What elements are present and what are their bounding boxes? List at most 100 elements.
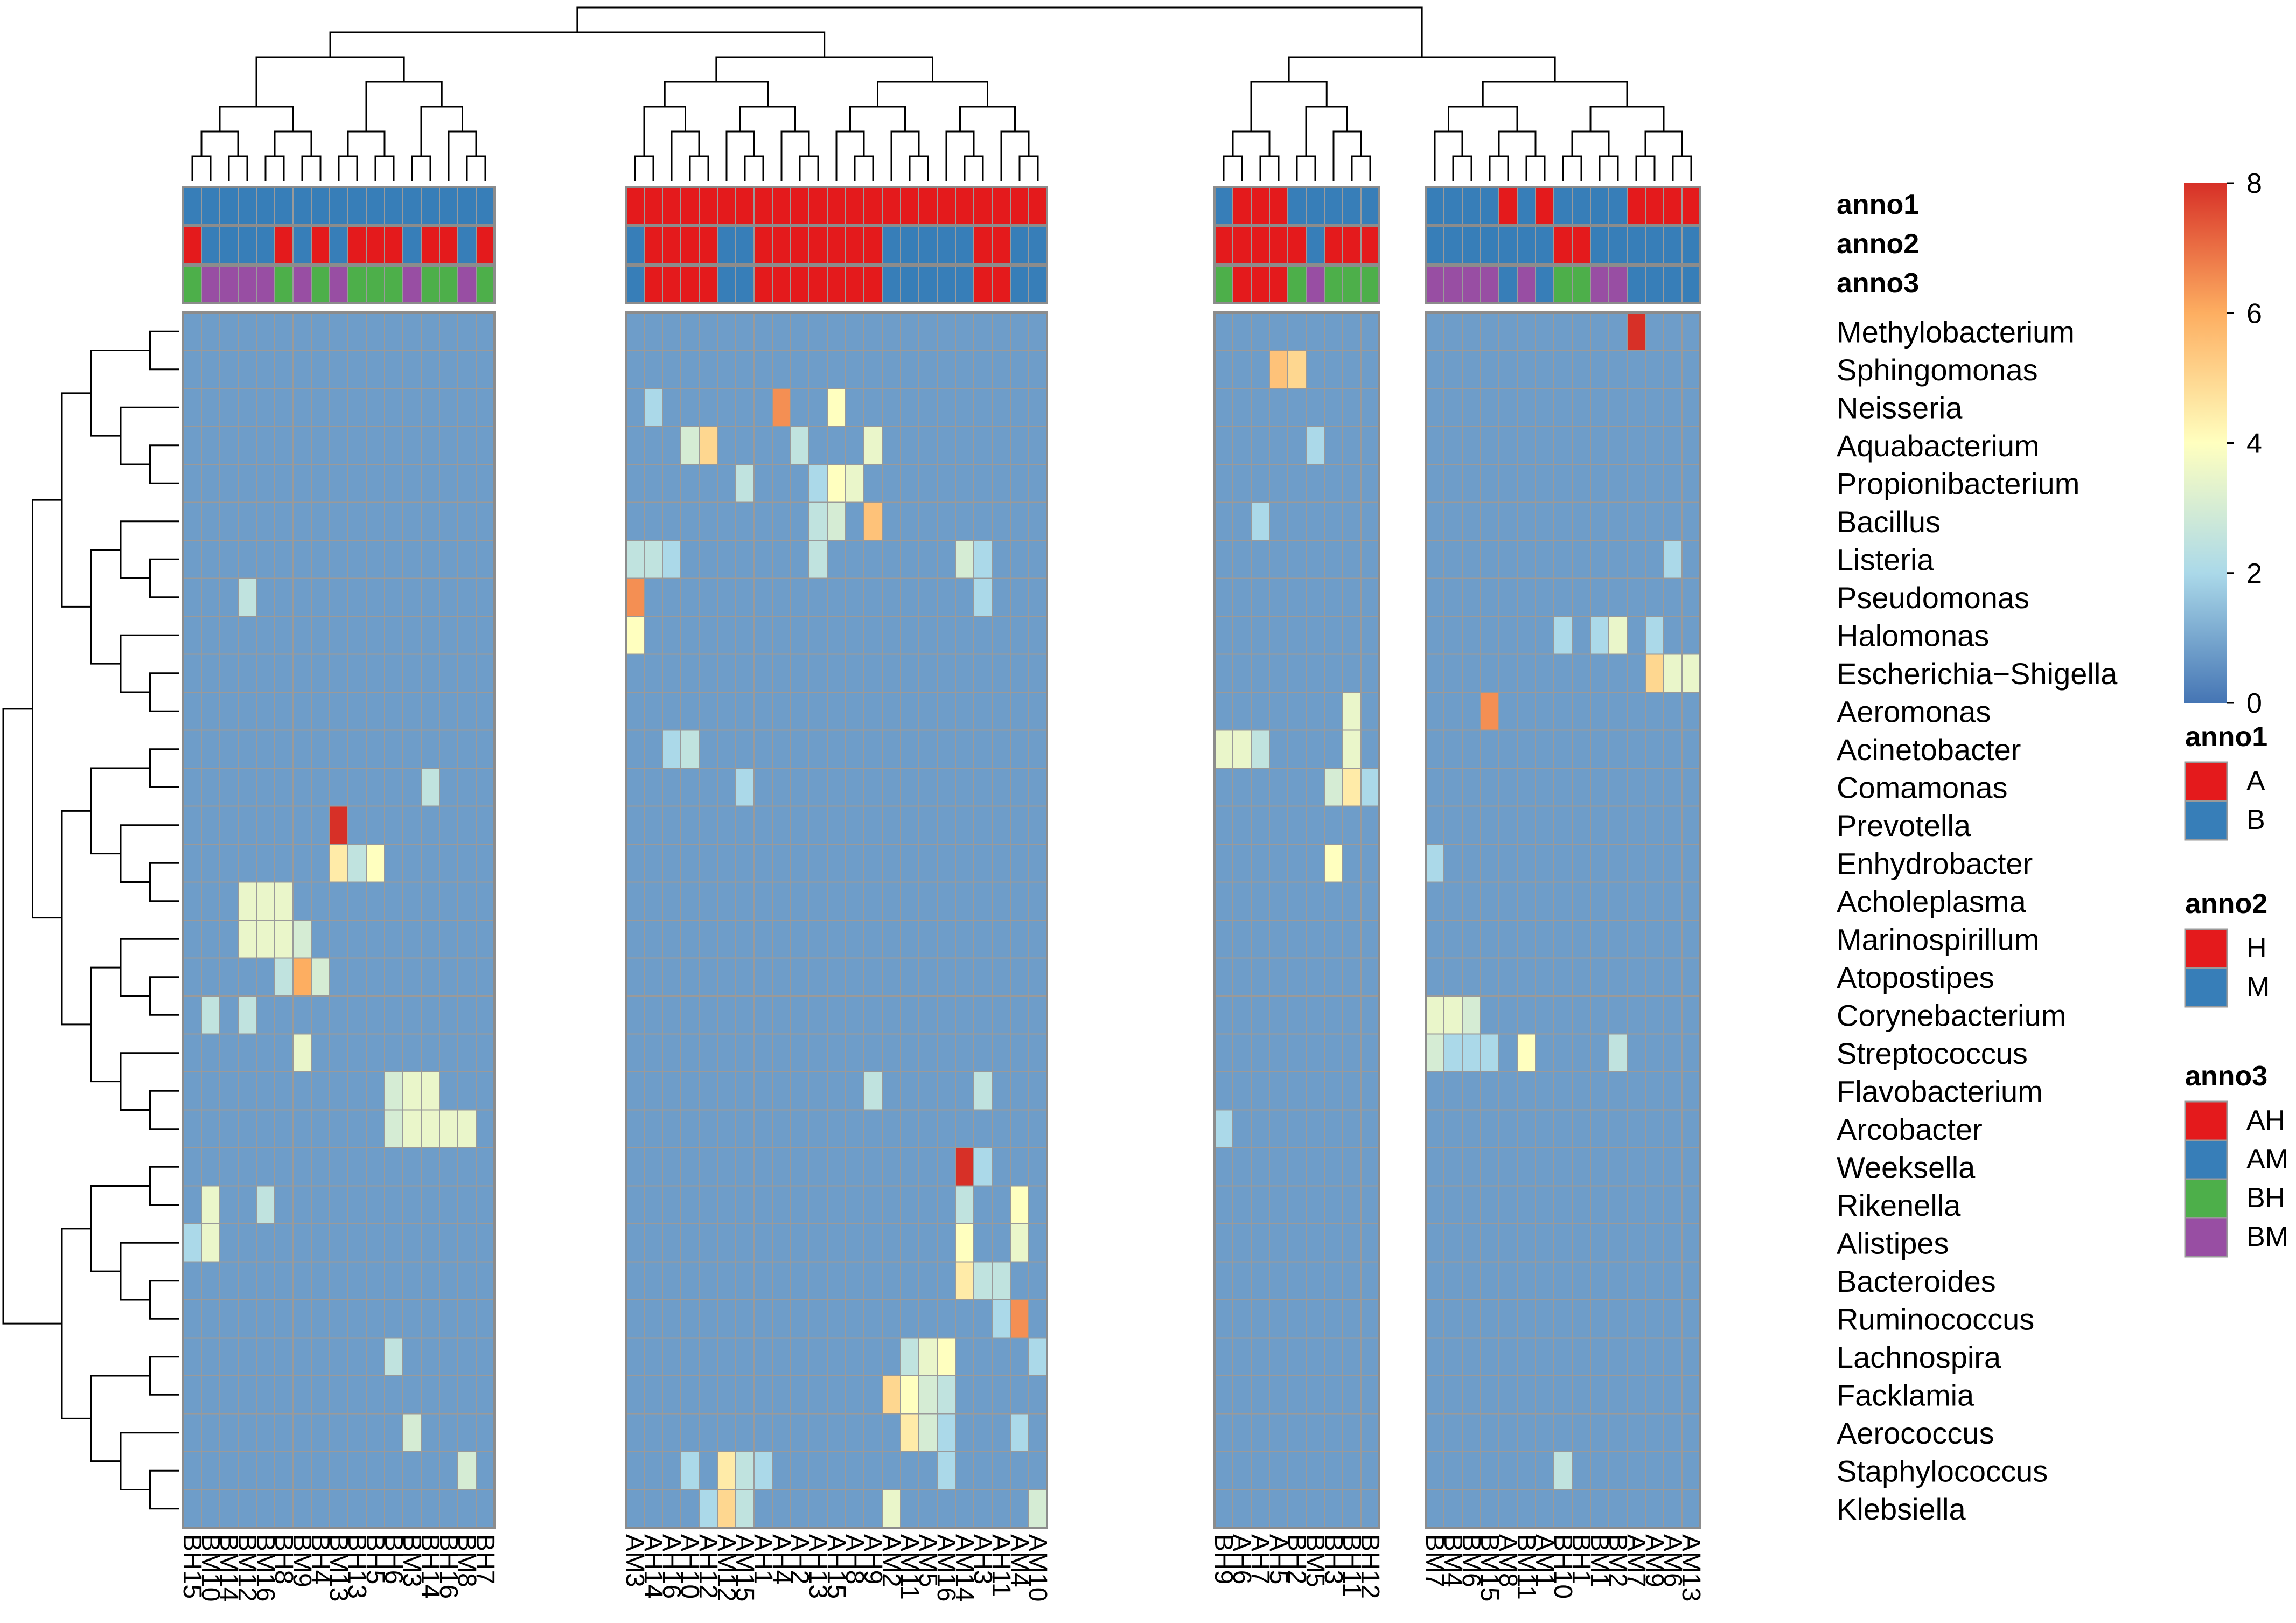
heatmap-cell	[1010, 1375, 1029, 1415]
dendrogram-branch	[301, 155, 322, 181]
column-label: AH16	[657, 1534, 686, 1599]
heatmap-cell	[790, 501, 809, 541]
annotation-cell	[772, 186, 791, 225]
heatmap-cell	[973, 464, 993, 503]
annotation-cell	[625, 226, 645, 264]
heatmap-cell	[973, 768, 993, 807]
heatmap-cell	[662, 768, 681, 807]
heatmap-cell	[366, 464, 385, 503]
heatmap-cell	[457, 464, 477, 503]
heatmap-cell	[973, 957, 993, 997]
row-label: Enhydrobacter	[1837, 846, 2033, 880]
heatmap-cell	[827, 957, 846, 997]
annotation-cell	[1681, 226, 1701, 264]
legend-swatch	[2184, 761, 2228, 802]
heatmap-cell	[644, 844, 663, 883]
heatmap-cell	[845, 388, 864, 427]
column-label: AH7	[1246, 1534, 1274, 1584]
heatmap-cell	[1028, 1489, 1048, 1528]
annotation-cell	[662, 226, 681, 264]
heatmap-cell	[1498, 1261, 1518, 1300]
heatmap-cell	[937, 653, 956, 693]
heatmap-cell	[1010, 844, 1029, 883]
heatmap-cell	[1517, 1413, 1536, 1452]
heatmap-cell	[1010, 881, 1029, 921]
heatmap-cell	[1663, 1109, 1683, 1148]
heatmap-cell	[753, 540, 773, 579]
heatmap-cell	[366, 920, 385, 959]
heatmap-cell	[827, 1071, 846, 1111]
heatmap-cell	[219, 1451, 239, 1490]
heatmap-cell	[1663, 881, 1683, 921]
heatmap-cell	[347, 1489, 367, 1528]
heatmap-cell	[402, 805, 422, 845]
annotation-cell	[457, 226, 477, 264]
group-outline	[1425, 186, 1701, 226]
heatmap-cell	[625, 388, 645, 427]
heatmap-cell	[329, 1299, 348, 1339]
heatmap-cell	[1425, 1299, 1444, 1339]
heatmap-cell	[1681, 1413, 1701, 1452]
heatmap-cell	[1663, 729, 1683, 769]
heatmap-cell	[699, 616, 718, 655]
heatmap-cell	[1010, 426, 1029, 465]
heatmap-cell	[1251, 1185, 1270, 1224]
heatmap-cell	[1480, 844, 1499, 883]
heatmap-cell	[1306, 768, 1325, 807]
heatmap-cell	[735, 957, 755, 997]
heatmap-cell	[1342, 540, 1362, 579]
heatmap-cell	[1498, 1489, 1518, 1528]
heatmap-cell	[1443, 1451, 1463, 1490]
heatmap-cell	[1517, 540, 1536, 579]
heatmap-cell	[1627, 805, 1646, 845]
heatmap-cell	[625, 1451, 645, 1490]
heatmap-cell	[439, 312, 458, 351]
heatmap-cell	[421, 1375, 440, 1415]
heatmap-cell	[1269, 616, 1288, 655]
row-label: Prevotella	[1837, 809, 1971, 842]
heatmap-cell	[900, 1489, 919, 1528]
heatmap-cell	[644, 616, 663, 655]
column-label: BH13	[343, 1534, 371, 1599]
heatmap-cell	[827, 1375, 846, 1415]
heatmap-cell	[201, 1185, 220, 1224]
heatmap-cell	[329, 1147, 348, 1187]
heatmap-cell	[1608, 844, 1628, 883]
heatmap-cell	[882, 995, 901, 1035]
heatmap-cell	[274, 653, 294, 693]
heatmap-cell	[900, 1299, 919, 1339]
heatmap-cell	[662, 616, 681, 655]
heatmap-cell	[1663, 1147, 1683, 1187]
heatmap-cell	[1214, 388, 1233, 427]
annotation-cell	[311, 186, 330, 225]
annotation-cell	[457, 186, 477, 225]
heatmap-cell	[680, 1337, 700, 1376]
heatmap-cell	[680, 1451, 700, 1490]
heatmap-cell	[1590, 1109, 1609, 1148]
heatmap-cell	[937, 388, 956, 427]
annotation-cell	[1306, 226, 1325, 264]
heatmap-cell	[1360, 577, 1380, 617]
heatmap-cell	[1360, 920, 1380, 959]
heatmap-cell	[1590, 653, 1609, 693]
heatmap-cell	[347, 1299, 367, 1339]
heatmap-cell	[918, 1033, 938, 1072]
heatmap-cell	[753, 388, 773, 427]
heatmap-cell	[1287, 881, 1307, 921]
heatmap-cell	[292, 844, 312, 883]
heatmap-cell	[882, 312, 901, 351]
heatmap-cell	[735, 1261, 755, 1300]
heatmap-cell	[1010, 1337, 1029, 1376]
annotation-cell	[421, 226, 440, 264]
heatmap-cell	[201, 1489, 220, 1528]
heatmap-cell	[1498, 577, 1518, 617]
heatmap-cell	[1287, 1299, 1307, 1339]
annotation-row-label: anno2	[1837, 228, 1919, 260]
heatmap-cell	[808, 653, 828, 693]
heatmap-cell	[772, 1109, 791, 1148]
heatmap-cell	[329, 426, 348, 465]
heatmap-cell	[402, 1109, 422, 1148]
annotation-cell	[1287, 226, 1307, 264]
heatmap-cell	[366, 388, 385, 427]
heatmap-cell	[1251, 768, 1270, 807]
